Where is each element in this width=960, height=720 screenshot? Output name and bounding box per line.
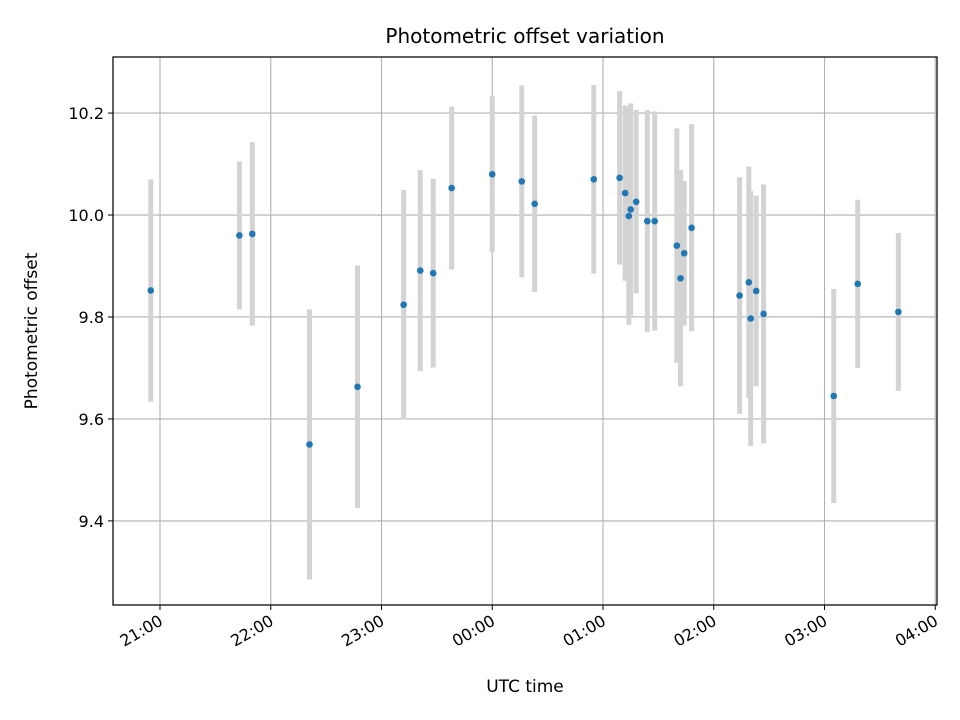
data-point <box>760 310 767 318</box>
data-point <box>248 230 256 238</box>
data-point <box>644 217 651 225</box>
data-point <box>677 274 684 282</box>
y-tick-label: 10.0 <box>68 206 104 225</box>
data-point <box>306 441 313 448</box>
data-point <box>625 212 633 220</box>
data-point <box>590 176 598 183</box>
data-point <box>429 269 437 277</box>
data-point <box>416 267 424 274</box>
data-point <box>680 249 688 257</box>
data-point <box>354 383 361 391</box>
data-point <box>236 232 243 239</box>
data-point <box>531 200 539 208</box>
data-point <box>400 301 407 309</box>
plot-frame <box>112 56 938 606</box>
y-axis-label: Photometric offset <box>22 252 42 409</box>
data-point <box>895 308 902 316</box>
data-point <box>651 217 658 225</box>
x-axis-label: UTC time <box>486 677 564 697</box>
data-point <box>448 184 455 192</box>
data-point <box>673 242 681 249</box>
data-point <box>632 198 640 206</box>
data-point <box>688 224 695 232</box>
data-point <box>147 287 155 294</box>
data-points <box>147 170 902 448</box>
data-point <box>736 292 743 299</box>
data-point <box>627 206 634 213</box>
data-point <box>518 178 526 185</box>
y-tick-label: 9.8 <box>79 308 104 327</box>
y-tick-label: 10.2 <box>68 104 104 123</box>
data-point <box>621 189 629 197</box>
data-point <box>854 280 862 288</box>
data-point <box>616 174 623 182</box>
chart-title: Photometric offset variation <box>385 24 664 48</box>
data-point <box>745 279 753 286</box>
y-tick-label: 9.4 <box>79 512 104 531</box>
data-point <box>488 170 496 178</box>
data-point <box>747 315 754 322</box>
data-point <box>752 287 760 295</box>
data-point <box>830 392 838 400</box>
y-tick-label: 9.6 <box>79 410 104 429</box>
